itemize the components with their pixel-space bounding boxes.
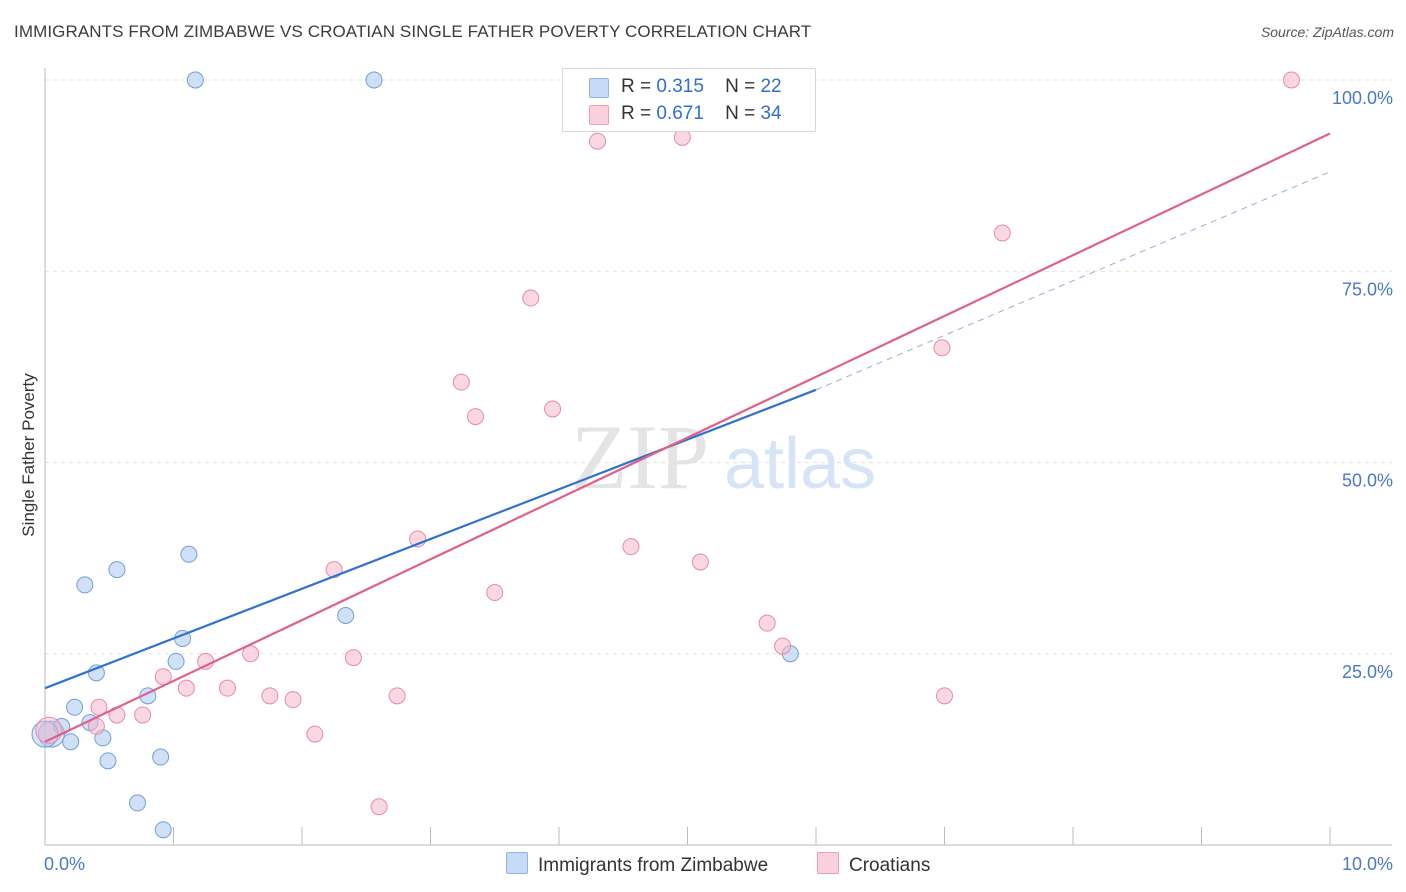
point-croatians[interactable] <box>261 687 279 705</box>
legend-swatch-croatians <box>589 105 609 125</box>
y-tick-label: 25.0% <box>1342 662 1393 682</box>
point-croatians[interactable] <box>774 637 792 655</box>
legend-text-zimbabwe: R = 0.315 N = 22 <box>621 76 782 98</box>
legend-item-croatians[interactable]: Croatians <box>817 852 930 877</box>
y-tick-label: 75.0% <box>1342 279 1393 299</box>
r-value: 0.315 <box>656 76 704 97</box>
point-zimbabwe[interactable] <box>99 752 117 770</box>
point-zimbabwe[interactable] <box>365 71 383 89</box>
point-croatians[interactable] <box>486 584 504 602</box>
point-zimbabwe[interactable] <box>62 733 80 751</box>
point-croatians[interactable] <box>197 652 215 670</box>
point-croatians[interactable] <box>242 645 260 663</box>
legend-swatch-croatians <box>817 852 839 874</box>
n-label: N = <box>725 103 756 124</box>
legend-item-zimbabwe[interactable]: Immigrants from Zimbabwe <box>506 852 768 877</box>
trendline-zimbabwe-extension <box>815 171 1331 391</box>
point-croatians[interactable] <box>466 408 484 426</box>
legend-text-croatians: R = 0.671 N = 34 <box>621 103 782 125</box>
r-label: R = <box>621 103 652 124</box>
trendline-zimbabwe <box>44 388 817 690</box>
point-croatians[interactable] <box>936 687 953 705</box>
tick-labels: 25.0% 50.0% 75.0% 100.0% 0.0% 10.0% <box>44 88 1393 874</box>
point-croatians[interactable] <box>134 706 152 724</box>
point-croatians[interactable] <box>589 132 607 150</box>
point-croatians[interactable] <box>622 538 640 556</box>
legend-label-zimbabwe: Immigrants from Zimbabwe <box>538 855 769 876</box>
point-zimbabwe[interactable] <box>167 652 185 670</box>
point-croatians[interactable] <box>993 224 1011 242</box>
n-value: 22 <box>760 76 782 97</box>
correlation-legend: R = 0.315 N = 22 R = 0.671 N = 34 <box>562 68 816 132</box>
point-croatians[interactable] <box>370 798 388 816</box>
chart-title: IMMIGRANTS FROM ZIMBABWE VS CROATIAN SIN… <box>14 22 812 41</box>
source-label: Source: ZipAtlas.com <box>1260 24 1394 40</box>
point-zimbabwe[interactable] <box>66 698 84 716</box>
watermark-atlas: atlas <box>724 424 876 504</box>
n-value: 34 <box>760 103 782 124</box>
point-croatians[interactable] <box>284 691 302 709</box>
point-croatians[interactable] <box>758 614 776 632</box>
trendline-croatians <box>44 132 1331 743</box>
point-croatians[interactable] <box>218 679 236 697</box>
point-zimbabwe[interactable] <box>337 607 355 624</box>
point-zimbabwe[interactable] <box>31 720 59 748</box>
point-croatians[interactable] <box>933 339 951 357</box>
point-zimbabwe[interactable] <box>180 545 198 563</box>
r-label: R = <box>621 76 652 97</box>
point-croatians[interactable] <box>452 373 470 391</box>
point-croatians[interactable] <box>177 679 195 697</box>
point-croatians[interactable] <box>344 649 362 667</box>
x-tick-label: 10.0% <box>1342 854 1393 874</box>
point-croatians[interactable] <box>544 400 562 418</box>
point-croatians[interactable] <box>388 687 406 705</box>
point-zimbabwe[interactable] <box>152 748 170 766</box>
point-zimbabwe[interactable] <box>76 576 94 594</box>
point-zimbabwe[interactable] <box>129 794 147 812</box>
point-zimbabwe[interactable] <box>154 821 172 839</box>
y-tick-label: 100.0% <box>1332 88 1393 108</box>
y-axis-label: Single Father Poverty <box>19 373 38 537</box>
legend-label-croatians: Croatians <box>849 855 931 876</box>
legend-swatch-zimbabwe <box>506 852 528 874</box>
r-value: 0.671 <box>656 103 704 124</box>
axes <box>44 68 1392 846</box>
point-zimbabwe[interactable] <box>186 71 204 89</box>
trend-lines <box>44 132 1331 743</box>
n-label: N = <box>725 76 756 97</box>
gridlines <box>45 79 1392 655</box>
legend-swatch-zimbabwe <box>589 78 609 98</box>
x-tick-label: 0.0% <box>44 854 85 874</box>
point-zimbabwe[interactable] <box>108 561 126 579</box>
point-croatians[interactable] <box>691 553 709 571</box>
point-croatians[interactable] <box>522 289 540 307</box>
point-croatians[interactable] <box>1282 71 1300 89</box>
point-croatians[interactable] <box>306 725 324 743</box>
y-tick-label: 50.0% <box>1342 471 1393 491</box>
